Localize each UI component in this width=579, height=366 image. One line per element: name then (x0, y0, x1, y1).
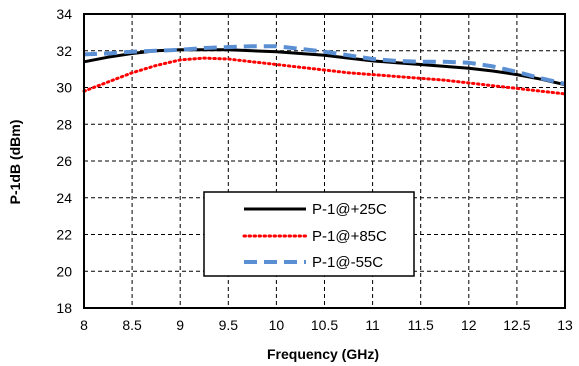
x-axis-title: Frequency (GHz) (267, 346, 379, 362)
y-tick-label: 30 (56, 80, 72, 96)
y-tick-labels: 18 20 22 24 26 28 30 32 34 (56, 6, 72, 316)
data-series (82, 44, 567, 96)
series-line-3 (83, 44, 566, 86)
legend-label-3: P-1@-55C (312, 254, 383, 271)
x-tick-label: 12 (461, 317, 477, 333)
plot-area-frame (83, 13, 566, 309)
x-tick-label: 11 (365, 317, 380, 333)
x-tick-labels: 8 8.5 9 9.5 10 10.5 11 11.5 12 12.5 13 (80, 317, 573, 333)
y-tick-label: 22 (56, 227, 72, 243)
y-tick-label: 34 (56, 6, 72, 22)
x-tick-label: 10.5 (311, 317, 338, 333)
x-tick-label: 8.5 (122, 317, 142, 333)
y-tick-label: 26 (56, 153, 72, 169)
x-tick-label: 12.5 (503, 317, 530, 333)
legend: P-1@+25C P-1@+85C P-1@-55C (203, 191, 415, 277)
legend-label-1: P-1@+25C (312, 201, 387, 218)
y-axis-title: P-1dB (dBm) (7, 120, 23, 205)
legend-box (203, 191, 415, 277)
x-tick-label: 9.5 (219, 317, 239, 333)
x-tick-label: 13 (557, 317, 573, 333)
x-tick-label: 10 (269, 317, 285, 333)
y-tick-label: 18 (56, 300, 72, 316)
x-tick-label: 9 (176, 317, 184, 333)
series-line-2 (82, 56, 567, 96)
legend-label-2: P-1@+85C (312, 228, 387, 245)
y-tick-label: 24 (56, 190, 72, 206)
y-tick-label: 20 (56, 263, 72, 279)
x-tick-label: 11.5 (408, 317, 434, 333)
y-tick-label: 32 (56, 43, 72, 59)
x-tick-label: 8 (80, 317, 88, 333)
y-tick-label: 28 (56, 116, 72, 132)
